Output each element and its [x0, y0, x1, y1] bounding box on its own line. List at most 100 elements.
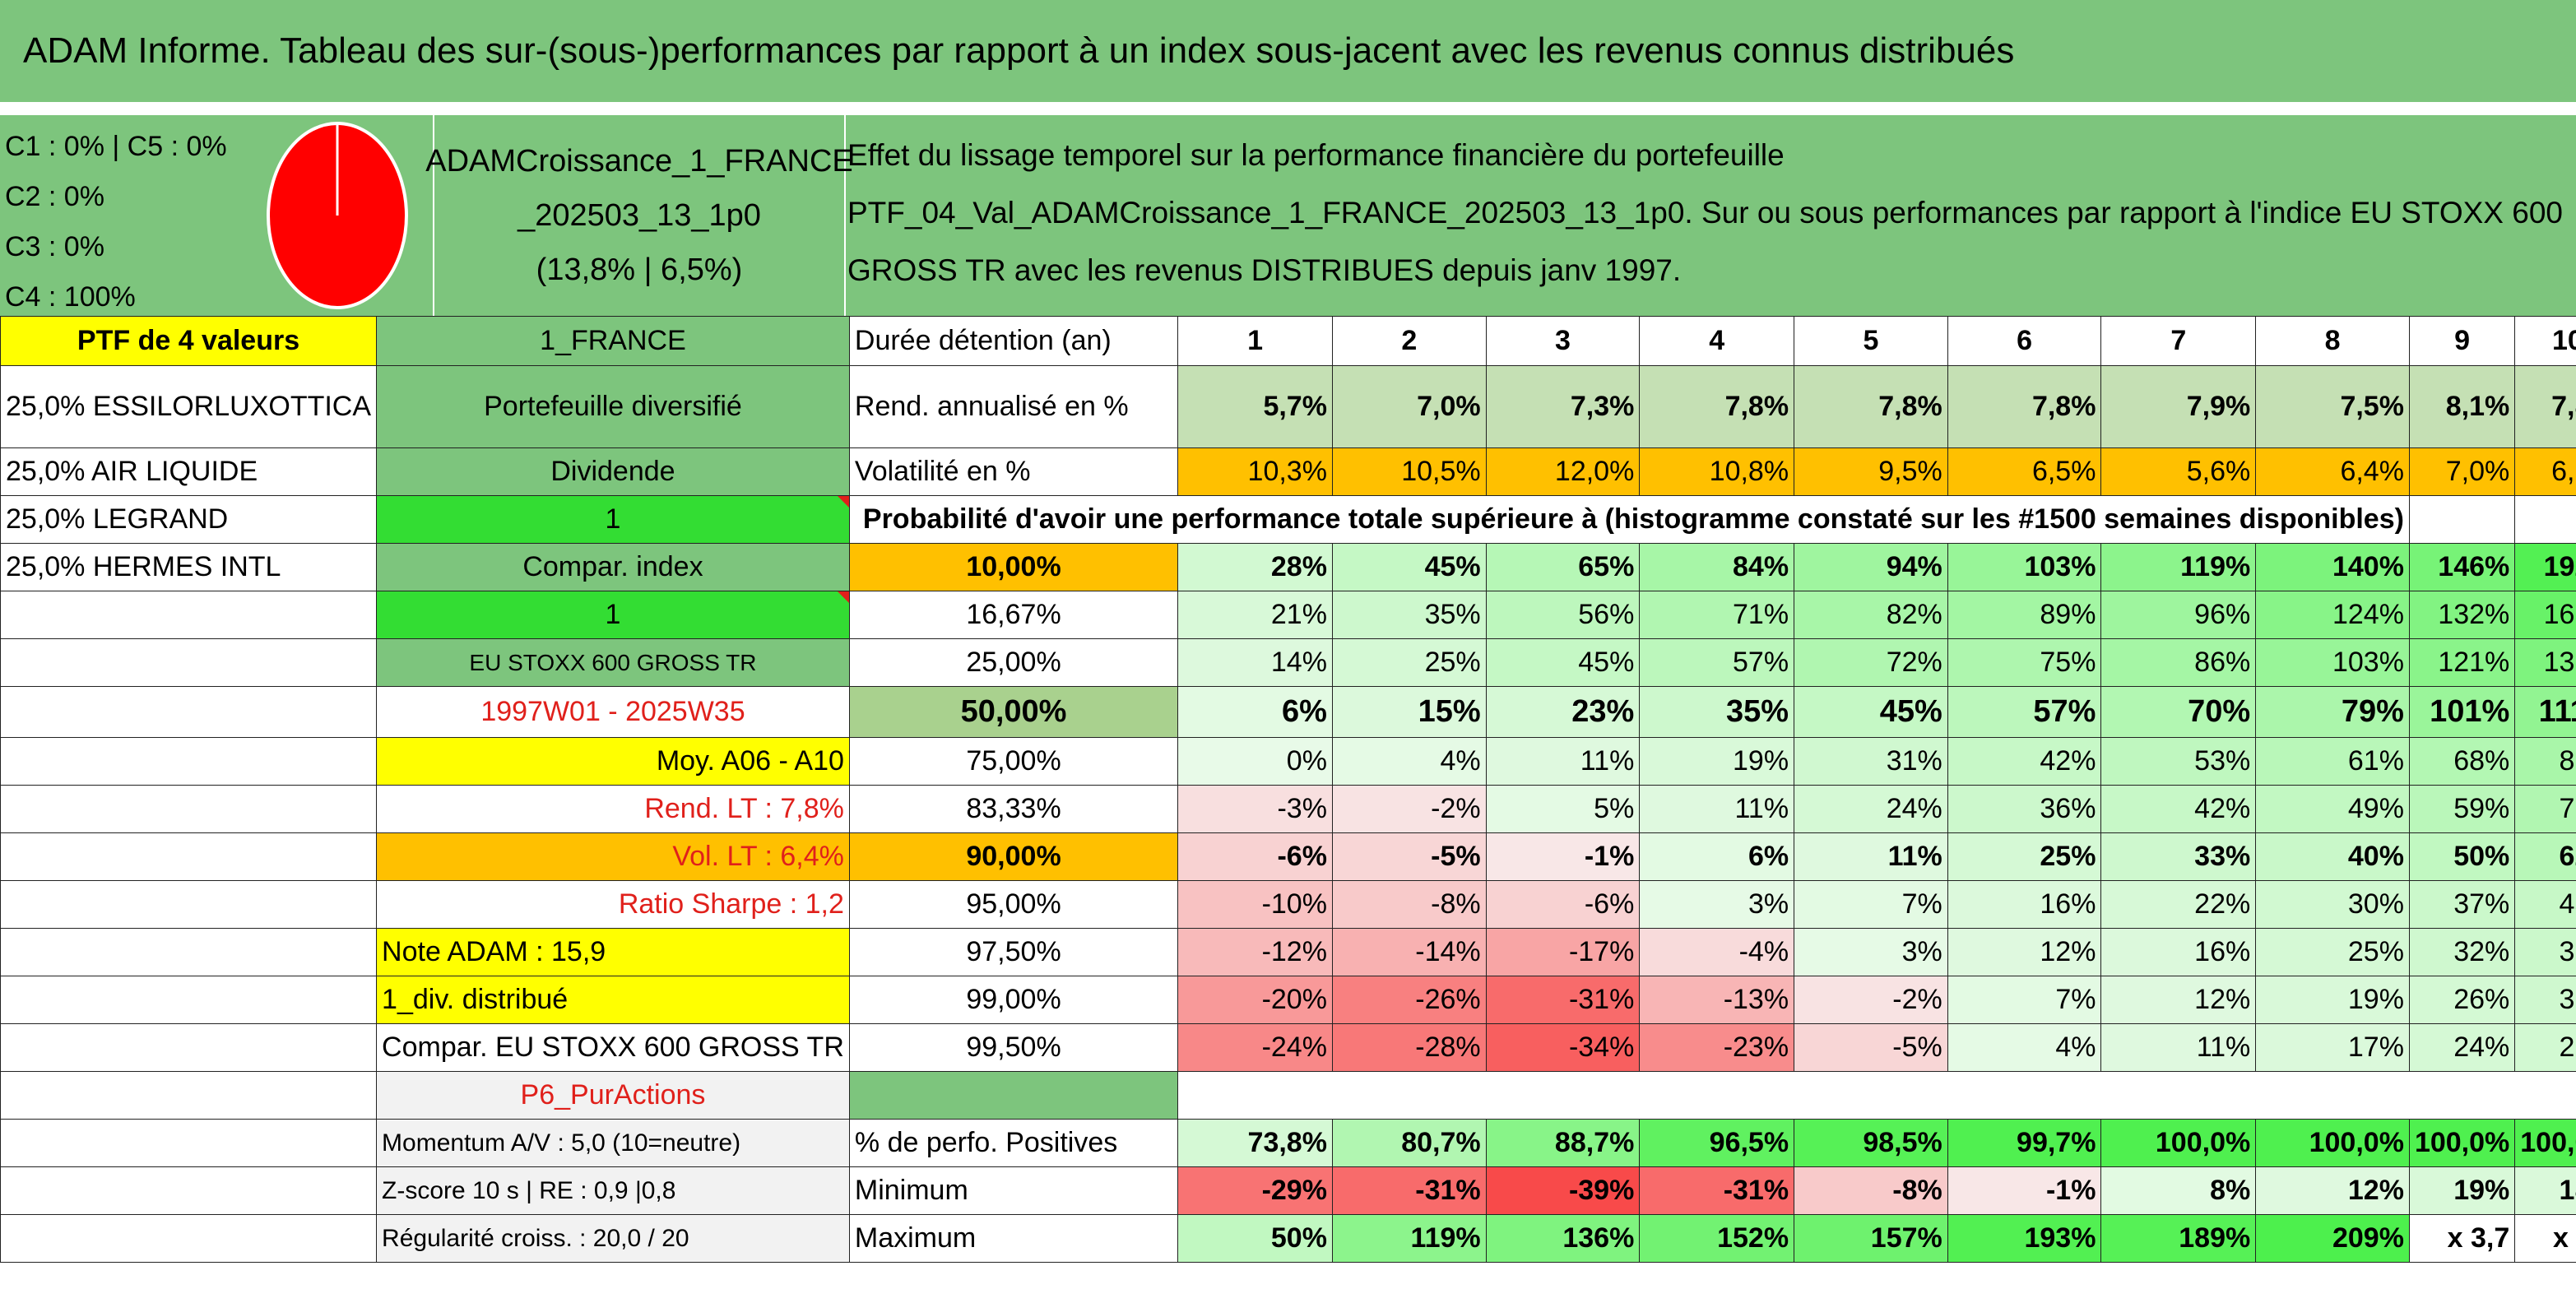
- concentration-c2: C2 : 0%: [5, 181, 104, 212]
- minimum-label: Minimum: [848, 1166, 1179, 1215]
- portfolio-perf-vol: (13,8% | 6,5%): [536, 253, 743, 287]
- zscore-label: Z-score 10 s | RE : 0,9 |0,8: [376, 1166, 850, 1215]
- positives-value: 73,8%: [1177, 1119, 1333, 1167]
- rend-value: 8,1%: [2408, 365, 2516, 448]
- probability-value: 0%: [1177, 737, 1333, 786]
- vol-value: 10,5%: [1331, 447, 1487, 496]
- dividend-label: Dividende: [376, 447, 850, 496]
- probability-value: 65%: [1485, 543, 1641, 591]
- maximum-value: 209%: [2255, 1214, 2410, 1263]
- probability-level: 95,00%: [848, 880, 1179, 929]
- probability-value: 103%: [2255, 638, 2410, 687]
- year-header: 2: [1331, 316, 1487, 366]
- maximum-value: 189%: [2100, 1214, 2257, 1263]
- maximum-label: Maximum: [848, 1214, 1179, 1263]
- probability-value: -1%: [1485, 832, 1641, 881]
- probability-value: 28%: [2514, 1023, 2576, 1072]
- probability-value: 35%: [1639, 686, 1795, 738]
- probability-value: -26%: [1331, 976, 1487, 1024]
- probability-level: 50,00%: [848, 686, 1179, 738]
- empty-cell: [0, 880, 378, 929]
- rend-value: 7,3%: [1485, 365, 1641, 448]
- description-line3: GROSS TR avec les revenus DISTRIBUES dep…: [847, 253, 1682, 287]
- empty-cell: [0, 976, 378, 1024]
- probability-value: -14%: [1331, 928, 1487, 976]
- probability-value: 146%: [2408, 543, 2516, 591]
- holding-item: 25,0% HERMES INTL: [0, 543, 378, 591]
- probability-value: 7%: [1794, 880, 1948, 929]
- regularite-label: Régularité croiss. : 20,0 / 20: [376, 1214, 850, 1263]
- probability-value: 33%: [2100, 832, 2257, 881]
- probability-value: 45%: [1485, 638, 1641, 687]
- probability-value: 81%: [2514, 737, 2576, 786]
- minimum-value: 8%: [2100, 1166, 2257, 1215]
- probability-value: 121%: [2408, 638, 2516, 687]
- probability-value: 140%: [2255, 543, 2410, 591]
- empty-cell: [0, 832, 378, 881]
- positives-value: 98,5%: [1794, 1119, 1948, 1167]
- probability-value: 45%: [1794, 686, 1948, 738]
- probability-value: 12%: [2100, 976, 2257, 1024]
- probability-value: 23%: [1485, 686, 1641, 738]
- minimum-value: 18%: [2514, 1166, 2576, 1215]
- probability-header: Probabilité d'avoir une performance tota…: [848, 495, 2410, 544]
- momentum-label: Momentum A/V : 5,0 (10=neutre): [376, 1119, 850, 1167]
- probability-value: 17%: [2255, 1023, 2410, 1072]
- vol-value: 12,0%: [1485, 447, 1641, 496]
- probability-value: 24%: [2408, 1023, 2516, 1072]
- concentration-c3: C3 : 0%: [5, 231, 104, 262]
- probability-level: 16,67%: [848, 591, 1179, 639]
- probability-level: 10,00%: [848, 543, 1179, 591]
- report-title: ADAM Informe. Tableau des sur-(sous-)per…: [23, 30, 2015, 71]
- concentration-panel: C1 : 0% | C5 : 0% C2 : 0% C3 : 0% C4 : 1…: [0, 115, 434, 316]
- probability-value: 57%: [1639, 638, 1795, 687]
- probability-value: 16%: [1947, 880, 2102, 929]
- minimum-value: -31%: [1639, 1166, 1795, 1215]
- probability-value: -6%: [1177, 832, 1333, 881]
- positives-label: % de perfo. Positives: [848, 1119, 1179, 1167]
- probability-value: 11%: [1639, 785, 1795, 833]
- empty-cell: [0, 928, 378, 976]
- probability-value: 96%: [2100, 591, 2257, 639]
- probability-value: 68%: [2408, 737, 2516, 786]
- table-row: 1997W01 - 2025W35 50,00% 6% 15% 23% 35% 45% 57%…: [0, 686, 2576, 738]
- holding-item: 25,0% ESSILORLUXOTTICA: [0, 365, 378, 448]
- probability-value: 21%: [1177, 591, 1333, 639]
- probability-value: 137%: [2514, 638, 2576, 687]
- table-row: PTF de 4 valeurs 1_FRANCE Durée détention …: [0, 316, 2576, 366]
- holding-item: 25,0% AIR LIQUIDE: [0, 447, 378, 496]
- probability-value: 35%: [1331, 591, 1487, 639]
- sharpe-label: Ratio Sharpe : 1,2: [376, 880, 850, 929]
- probability-value: 15%: [1331, 686, 1487, 738]
- table-row: 116,67%21%35%56%71%82%89%96%124%132%165%: [0, 591, 2576, 639]
- table-row: 25,0% LEGRAND 1 Probabilité d'avoir une pe…: [0, 495, 2576, 544]
- table-row: Vol. LT : 6,4% 90,00% -6% -5% -1% 6% 11% 25% 33%…: [0, 832, 2576, 881]
- probability-value: -5%: [1331, 832, 1487, 881]
- table-row: Ratio Sharpe : 1,2 95,00% -10% -8% -6% 3% 7% 16…: [0, 880, 2576, 929]
- empty-cell: [848, 1071, 1179, 1120]
- year-header: 4: [1639, 316, 1795, 366]
- probability-value: 71%: [1639, 591, 1795, 639]
- vol-label: Volatilité en %: [848, 447, 1179, 496]
- positives-value: 100,0%: [2100, 1119, 2257, 1167]
- probability-level: 25,00%: [848, 638, 1179, 687]
- year-header: 6: [1947, 316, 2102, 366]
- probability-value: 28%: [1177, 543, 1333, 591]
- probability-value: 7%: [1947, 976, 2102, 1024]
- maximum-value: 136%: [1485, 1214, 1641, 1263]
- table-row: EU STOXX 600 GROSS TR 25,00% 14% 25% 45% 57% 7…: [0, 638, 2576, 687]
- probability-value: 24%: [1794, 785, 1948, 833]
- duration-label: Durée détention (an): [848, 316, 1179, 366]
- table-row: Rend. LT : 7,8% 83,33% -3% -2% 5% 11% 24% 36% 42…: [0, 785, 2576, 833]
- portfolio-name-line1: ADAMCroissance_1_FRANCE: [425, 144, 853, 179]
- probability-value: 5%: [1485, 785, 1641, 833]
- probability-value: 111%: [2514, 686, 2576, 738]
- table-row: Z-score 10 s | RE : 0,9 |0,8 Minimum -29% -…: [0, 1166, 2576, 1215]
- empty-cell: [0, 1214, 378, 1263]
- maximum-value: 50%: [1177, 1214, 1333, 1263]
- probability-value: 42%: [1947, 737, 2102, 786]
- probability-value: 4%: [1947, 1023, 2102, 1072]
- empty-cell: [0, 785, 378, 833]
- table-row: 25,0% HERMES INTL Compar. index 10,00% 28% 4…: [0, 543, 2576, 591]
- rend-value: 7,8%: [1794, 365, 1948, 448]
